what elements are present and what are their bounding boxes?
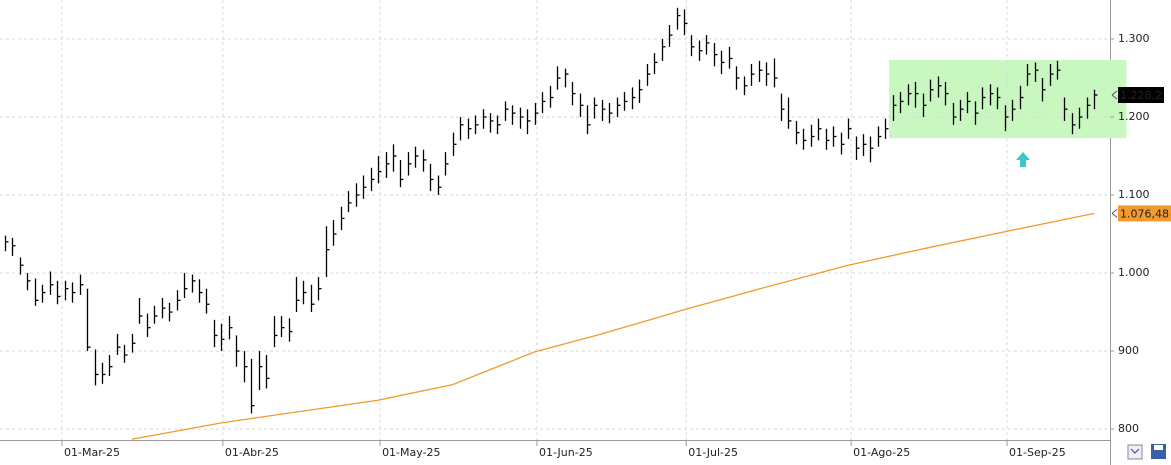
y-tick-label: 800 (1118, 422, 1139, 435)
y-tick-label: 1.100 (1118, 188, 1150, 201)
y-tick-label: 1.300 (1118, 32, 1150, 45)
x-tick-label: 01-Abr-25 (225, 446, 279, 459)
y-tick-label: 1.000 (1118, 266, 1150, 279)
highlight-region (889, 60, 1127, 139)
x-tick-label: 01-Sep-25 (1009, 446, 1066, 459)
x-tick-label: 01-Jul-25 (688, 446, 738, 459)
moving-average-line (131, 212, 1095, 440)
x-tick-label: 01-Ago-25 (853, 446, 910, 459)
price-label: 1.228,2 (1120, 89, 1162, 102)
toolbar[interactable] (1127, 444, 1166, 460)
price-pointer (1111, 90, 1118, 100)
price-pointer (1111, 208, 1118, 218)
y-tick-label: 900 (1118, 344, 1139, 357)
arrow-icon (1016, 152, 1030, 167)
y-tick-label: 1.200 (1118, 110, 1150, 123)
x-tick-label: 01-May-25 (382, 446, 440, 459)
x-tick-label: 01-Jun-25 (539, 446, 593, 459)
price-label-box (1118, 205, 1171, 222)
price-label-box (1118, 87, 1164, 104)
price-label: 1.076,48 (1120, 207, 1169, 220)
x-tick-label: 01-Mar-25 (64, 446, 120, 459)
